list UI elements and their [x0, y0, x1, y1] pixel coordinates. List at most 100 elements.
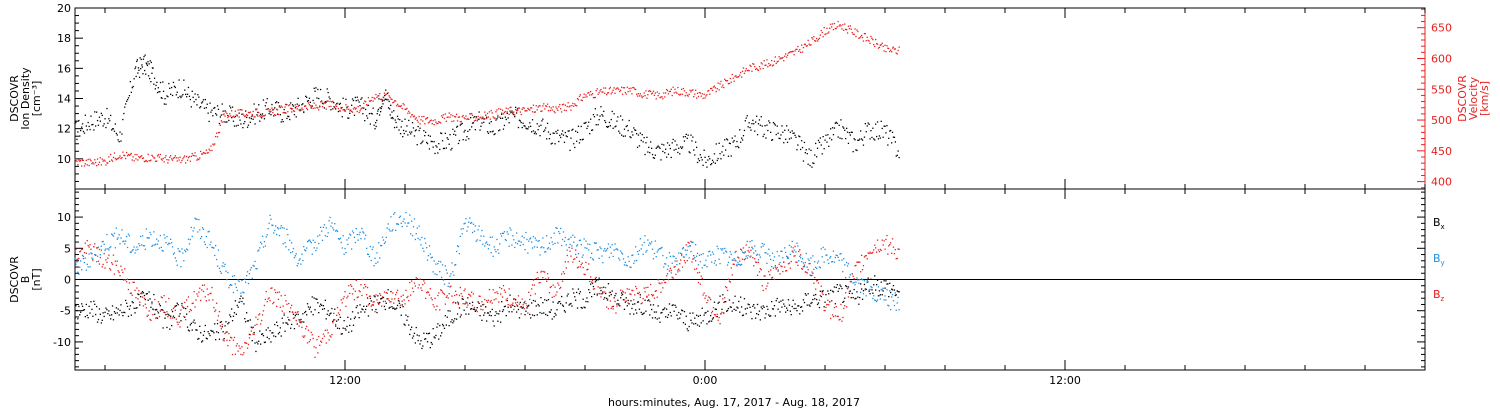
velocity-point	[506, 111, 508, 113]
density-point	[381, 100, 383, 102]
velocity-point	[453, 120, 455, 122]
by-point	[401, 226, 403, 228]
density-point	[521, 126, 523, 129]
velocity-point	[368, 100, 371, 102]
bz-point	[532, 279, 535, 281]
bx-point	[250, 326, 252, 328]
by-point	[831, 261, 834, 263]
velocity-point	[85, 159, 87, 161]
bz-point	[728, 280, 731, 282]
bx-point	[659, 321, 661, 323]
bx-point	[513, 298, 515, 300]
velocity-point	[606, 92, 609, 94]
bx-point	[766, 305, 768, 308]
density-point	[843, 127, 845, 129]
velocity-point	[465, 115, 467, 117]
bx-point	[246, 312, 248, 314]
bx-point	[397, 300, 400, 302]
bz-point	[304, 335, 306, 337]
by-point	[306, 241, 309, 243]
density-point	[526, 128, 528, 130]
bz-point	[405, 289, 407, 291]
velocity-point	[318, 109, 320, 111]
density-point	[858, 139, 860, 141]
bx-point	[440, 335, 442, 337]
bz-point	[114, 260, 116, 262]
bz-point	[858, 261, 860, 263]
bz-point	[306, 342, 309, 344]
bz-point	[825, 306, 827, 309]
bz-point	[166, 311, 168, 313]
velocity-point	[737, 76, 739, 78]
bz-point	[171, 317, 174, 319]
by-point	[131, 250, 133, 252]
bz-point	[275, 291, 277, 294]
velocity-point	[634, 88, 636, 90]
by-point	[564, 236, 566, 239]
density-point	[760, 116, 762, 118]
velocity-point	[622, 87, 625, 89]
bx-point	[317, 302, 319, 304]
bx-point	[137, 293, 139, 295]
velocity-point	[126, 155, 129, 157]
by-point	[506, 231, 508, 233]
bx-point	[278, 331, 281, 334]
bx-point	[245, 321, 247, 323]
density-point	[332, 108, 334, 110]
velocity-point	[88, 164, 90, 167]
bz-point	[801, 267, 803, 270]
bz-point	[441, 289, 443, 292]
density-point	[120, 140, 122, 142]
bz-point	[142, 305, 145, 307]
velocity-point	[624, 91, 626, 94]
bz-point	[446, 295, 448, 297]
bz-point	[810, 275, 812, 277]
bx-point	[546, 314, 549, 317]
bx-point	[392, 307, 394, 310]
bz-point	[409, 281, 411, 284]
bx-point	[142, 292, 145, 294]
bz-point	[492, 289, 494, 291]
bz-point	[366, 286, 369, 289]
density-point	[703, 149, 705, 151]
bx-point	[555, 314, 557, 316]
bx-point	[654, 317, 656, 319]
by-point	[110, 246, 112, 248]
velocity-point	[168, 159, 170, 161]
bz-point	[299, 320, 301, 322]
bx-point	[382, 296, 385, 299]
density-point	[89, 128, 91, 131]
bx-point	[114, 312, 116, 314]
velocity-point	[466, 118, 468, 120]
bz-point	[852, 275, 854, 277]
bx-point	[118, 314, 120, 316]
bz-point	[137, 298, 139, 300]
bx-point	[636, 301, 639, 303]
bz-point	[257, 318, 259, 320]
density-point	[363, 107, 365, 109]
bz-point	[328, 339, 330, 341]
velocity-point	[399, 105, 401, 108]
bx-point	[839, 284, 841, 286]
by-point	[466, 230, 468, 232]
bz-point	[861, 269, 864, 271]
bx-point	[175, 305, 177, 307]
bx-point	[134, 312, 136, 314]
velocity-point	[777, 60, 779, 62]
velocity-point	[341, 106, 343, 109]
density-point	[702, 164, 704, 166]
bz-point	[684, 262, 686, 264]
density-point	[543, 130, 545, 133]
density-point	[249, 121, 251, 123]
by-point	[822, 246, 824, 249]
density-point	[534, 131, 536, 133]
by-point	[254, 260, 256, 263]
by-point	[158, 247, 161, 249]
velocity-point	[729, 77, 731, 80]
bx-point	[441, 332, 443, 334]
bz-point	[239, 347, 241, 349]
velocity-point	[162, 157, 164, 160]
density-point	[281, 119, 283, 121]
density-point	[100, 112, 102, 114]
velocity-point	[873, 44, 875, 46]
